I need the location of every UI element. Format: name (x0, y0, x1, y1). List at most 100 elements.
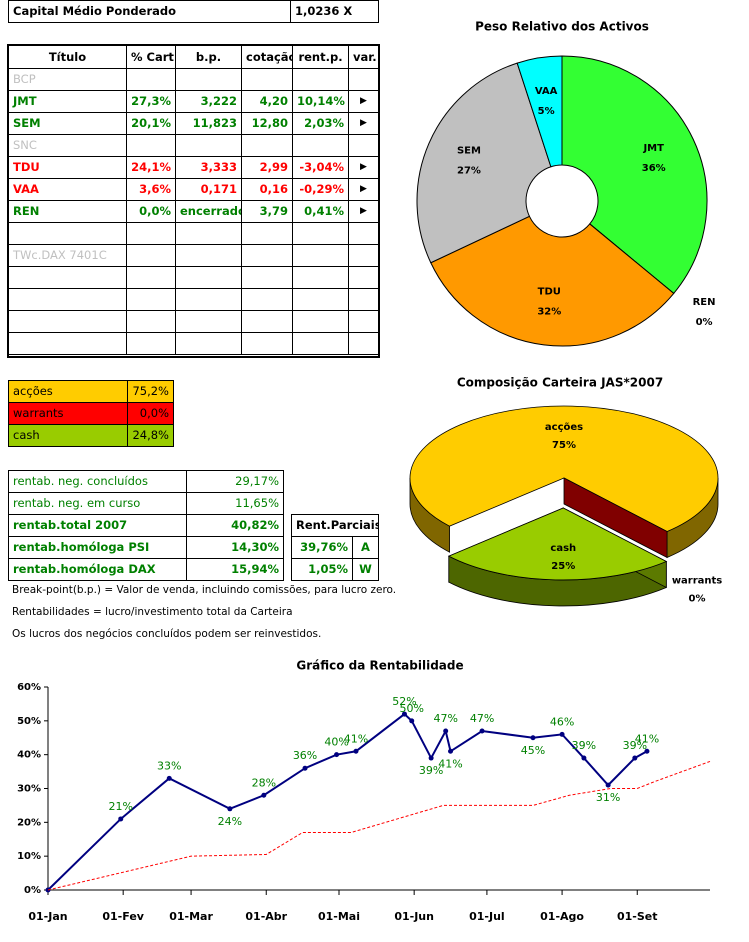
allocation-cell: 75,2% (127, 380, 174, 403)
chart-title: Composição Carteira JAS*2007 (457, 376, 663, 390)
header-value: 1,0236 X (290, 0, 379, 23)
partial-cell: A (352, 536, 379, 559)
slice-name: JMT (642, 143, 664, 154)
point-marker (605, 782, 611, 788)
slice-label: 36% (642, 163, 666, 174)
data-label: 21% (109, 800, 133, 813)
slice-label: 0% (689, 594, 706, 605)
x-tick-label: 01-Ago (540, 910, 584, 923)
y-tick-label: 40% (17, 750, 41, 761)
returns-cell: 14,30% (186, 536, 284, 559)
returns-cell: rentab. neg. concluídos (8, 470, 187, 493)
data-label: 31% (596, 791, 620, 804)
data-label: 41% (344, 732, 368, 745)
y-tick-label: 30% (17, 784, 41, 795)
allocation-cell: warrants (8, 402, 128, 425)
pie-slice (561, 55, 708, 295)
partial-cell: 1,05% (291, 558, 353, 581)
returns-cell: 29,17% (186, 470, 284, 493)
data-label: 41% (635, 732, 659, 745)
pie-slice (409, 405, 719, 532)
point-marker (443, 728, 449, 734)
partial-cell: 39,76% (291, 536, 353, 559)
point-marker (448, 748, 454, 754)
data-label: 41% (438, 757, 462, 770)
header-label: Capital Médio Ponderado (8, 0, 291, 23)
allocation-cell: 24,8% (127, 424, 174, 447)
note: Os lucros dos negócios concluídos podem … (12, 628, 322, 640)
slice-name: REN (693, 297, 716, 308)
x-tick-label: 01-Abr (245, 910, 287, 923)
returns-cell: 40,82% (186, 514, 284, 537)
data-label: 33% (157, 759, 181, 772)
slice-name: acções (545, 422, 583, 433)
x-tick-label: 01-Fev (102, 910, 144, 923)
allocation-cell: 0,0% (127, 402, 174, 425)
x-tick-label: 01-Jun (394, 910, 434, 923)
x-tick-label: 01-Mai (318, 910, 360, 923)
point-marker (559, 731, 565, 737)
data-label: 40% (324, 736, 348, 749)
point-marker (118, 816, 124, 822)
slice-label: 32% (537, 307, 561, 318)
slice-name: cash (550, 543, 576, 554)
note: Rentabilidades = lucro/investimento tota… (12, 606, 293, 618)
data-label: 47% (433, 712, 457, 725)
data-label: 52% (392, 695, 416, 708)
point-marker (166, 775, 172, 781)
point-marker (334, 752, 340, 758)
partial-cell: W (352, 558, 379, 581)
returns-cell: rentab.homóloga PSI (8, 536, 187, 559)
slice-name: TDU (538, 287, 561, 298)
slice-label: 25% (551, 561, 575, 572)
data-label: 50% (400, 702, 424, 715)
point-marker (227, 806, 233, 812)
chart-title: Gráfico da Rentabilidade (296, 659, 463, 673)
returns-cell: rentab. neg. em curso (8, 492, 187, 515)
slice-label: 0% (696, 317, 713, 328)
point-marker (353, 748, 359, 754)
slice-name: warrants (672, 576, 722, 587)
point-marker (530, 735, 536, 741)
pie-slice (430, 215, 675, 347)
point-marker (632, 755, 638, 761)
point-marker (581, 755, 587, 761)
y-tick-label: 50% (17, 716, 41, 727)
slice-name: SEM (457, 146, 481, 157)
series-line (47, 712, 648, 891)
data-label: 45% (521, 744, 545, 757)
data-label: 39% (419, 764, 443, 777)
data-label: 28% (252, 776, 276, 789)
point-marker (261, 792, 267, 798)
point-marker (401, 711, 407, 717)
x-tick-label: 01-Mar (169, 910, 213, 923)
point-marker (428, 755, 434, 761)
returns-cell: rentab.homóloga DAX (8, 558, 187, 581)
point-marker (409, 718, 415, 724)
point-marker (479, 728, 485, 734)
x-tick-label: 01-Set (617, 910, 658, 923)
data-label: 39% (623, 739, 647, 752)
pie-wall (563, 477, 668, 559)
slice-name: VAA (535, 86, 558, 97)
slice-label: 75% (552, 440, 576, 451)
table-frame (7, 44, 380, 358)
returns-cell: 11,65% (186, 492, 284, 515)
data-label: 47% (470, 712, 494, 725)
x-tick-label: 01-Jul (469, 910, 505, 923)
y-tick-label: 20% (17, 817, 41, 828)
slice-label: 27% (457, 166, 481, 177)
note: Break-point(b.p.) = Valor de venda, incl… (12, 584, 397, 596)
point-marker (644, 748, 650, 754)
data-label: 36% (293, 749, 317, 762)
pie-slice (447, 507, 668, 581)
returns-cell: rentab.total 2007 (8, 514, 187, 537)
data-label: 46% (550, 715, 574, 728)
point-marker (302, 765, 308, 771)
chart-title: Peso Relativo dos Activos (475, 20, 649, 34)
partial-header: Rent.Parciais (291, 514, 379, 537)
data-label: 24% (218, 815, 242, 828)
data-label: 39% (572, 739, 596, 752)
